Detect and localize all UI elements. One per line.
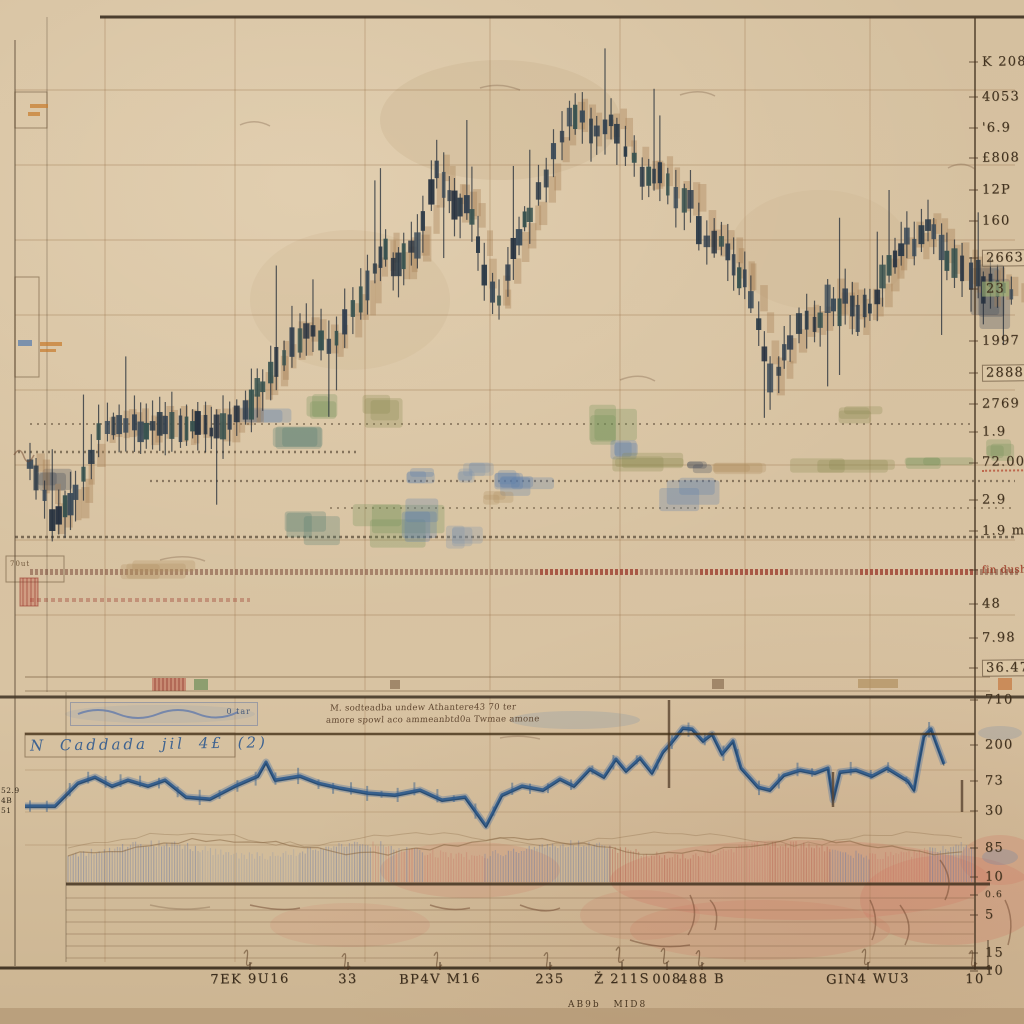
y-axis-label: 2888: [981, 364, 1024, 382]
y-axis-label: 12P: [981, 182, 1011, 198]
volume-stripes-layer: [67, 831, 975, 882]
x-axis-label: BP4V M16: [398, 971, 482, 988]
legend-mini-box-label: 0 tar: [226, 707, 251, 716]
x-axis-label: 008: [652, 971, 682, 988]
indicator-clusters-layer: [37, 264, 1015, 580]
oscillator-layer: [25, 700, 964, 830]
bottom-paper-strip: [0, 1008, 1024, 1024]
wash-layer: [65, 60, 1024, 960]
x-axis-label: 10: [965, 971, 985, 988]
y-axis-label: 2663: [981, 249, 1024, 267]
x-axis-label: Ž 211S: [593, 971, 651, 988]
y-axis-label: 23: [981, 281, 1010, 297]
grid-layer: [15, 17, 1015, 962]
footer-caption: AB9b MID8: [568, 1000, 648, 1010]
y-axis-label: 0.6: [984, 889, 1003, 901]
left-margin-value: 51: [1, 806, 12, 815]
y-axis-label: 1.9: [981, 424, 1007, 440]
y-axis-label: 72.000: [981, 454, 1024, 472]
y-axis-label: 710: [984, 692, 1014, 708]
y-axis-label: 1.9 m: [981, 523, 1024, 539]
y-axis-label: '6.9: [981, 120, 1012, 136]
x-axis-label: 7EK 9U16: [210, 971, 290, 988]
margin-marks-layer: [5, 91, 239, 758]
y-axis-label: 48: [981, 596, 1002, 612]
y-axis-label: 200: [984, 737, 1014, 753]
oscillator-legend-label: N Caddada jil 4£ (2): [29, 733, 269, 755]
x-axis-label: 33: [338, 971, 358, 988]
y-axis-label: 30: [984, 803, 1005, 819]
left-margin-value: 4B: [1, 796, 13, 805]
legend-note-line1: M. sodteadba undew Athantere43 70 ter: [329, 702, 517, 714]
y-axis-label: 73: [984, 773, 1005, 789]
y-axis-label: K 208: [981, 54, 1024, 70]
legend-mini-box: 0 tar: [70, 702, 258, 726]
x-axis-label: 488 B: [678, 971, 726, 988]
left-margin-value: 52.9: [1, 786, 20, 795]
y-axis-label: 85: [984, 840, 1005, 856]
indicator-rows-layer: [15, 423, 1018, 602]
y-axis-label: 36.47: [981, 659, 1024, 677]
y-axis-label: 10: [984, 869, 1005, 885]
sketch-scribbles-layer: [13, 84, 1012, 948]
axis-ticks-layer: [243, 61, 978, 972]
y-axis-label: 15: [984, 945, 1005, 961]
left-margin-values: 52.9 4B 51: [1, 786, 20, 816]
y-axis-label: 4053: [981, 89, 1020, 105]
y-axis-label: 2.9: [981, 492, 1007, 508]
x-axis-label: 235: [535, 971, 565, 988]
y-axis-label: 2769: [981, 396, 1020, 412]
y-axis-label: 1997: [981, 333, 1020, 349]
x-axis-label: GIN4 WU3: [825, 971, 911, 988]
y-axis-label: 10: [984, 963, 1005, 979]
y-axis-label: fin dush (1): [981, 564, 1024, 576]
frame-lines-layer: [0, 15, 1024, 970]
y-axis-label: 7.98: [981, 630, 1016, 646]
left-margin-box-label: 70ut: [10, 560, 31, 568]
y-axis-label: 5: [984, 907, 995, 923]
candles-layer: [26, 48, 1014, 542]
legend-note-line2: amore spowl aco ammeanbtd0a Twmae amone: [325, 714, 540, 726]
y-axis-label: £808: [981, 150, 1020, 166]
band-markers-layer: [152, 678, 1012, 691]
y-axis-label: 160: [981, 213, 1011, 229]
